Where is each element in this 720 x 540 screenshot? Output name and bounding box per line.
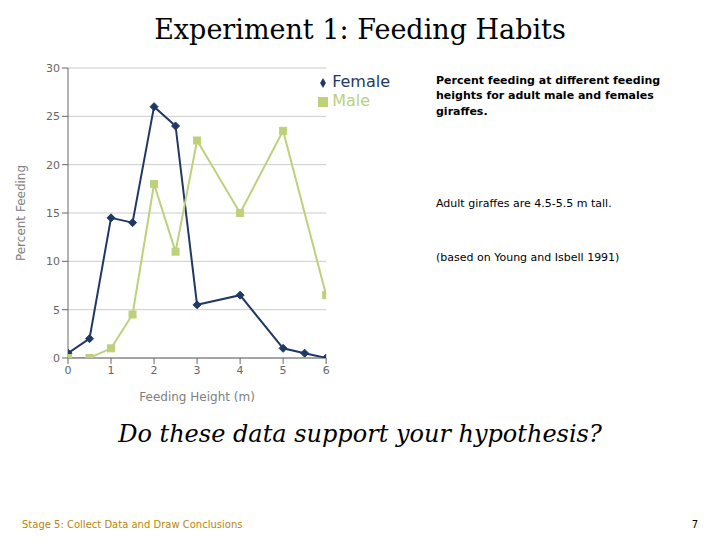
svg-text:2: 2 bbox=[151, 364, 158, 377]
svg-text:5: 5 bbox=[280, 364, 287, 377]
svg-text:10: 10 bbox=[46, 255, 60, 268]
svg-text:5: 5 bbox=[53, 304, 60, 317]
html-text:Female: Female bbox=[332, 72, 390, 91]
html-text:Male: Male bbox=[332, 91, 370, 110]
html-text:Stage 5: Collect Data and Draw: Stage 5: Collect Data and Draw Conclusio… bbox=[22, 519, 243, 530]
html-text:Experiment 1: Feeding Habits: Experiment 1: Feeding Habits bbox=[154, 14, 566, 45]
html-text:Adult giraffes are 4.5-5.5 m t: Adult giraffes are 4.5-5.5 m tall. bbox=[436, 197, 612, 210]
html-text:Do these data support your hyp: Do these data support your hypothesis? bbox=[118, 420, 602, 448]
html-text:(based on Young and Isbell 199: (based on Young and Isbell 1991) bbox=[436, 251, 620, 264]
svg-text:6: 6 bbox=[323, 364, 330, 377]
html-text:7: 7 bbox=[691, 519, 698, 530]
svg-text:Percent Feeding: Percent Feeding bbox=[14, 165, 28, 261]
svg-text:25: 25 bbox=[46, 110, 60, 123]
svg-text:1: 1 bbox=[108, 364, 115, 377]
svg-text:Feeding Height (m): Feeding Height (m) bbox=[139, 390, 255, 404]
svg-text:3: 3 bbox=[194, 364, 201, 377]
svg-text:20: 20 bbox=[46, 159, 60, 172]
svg-text:15: 15 bbox=[46, 207, 60, 220]
svg-text:0: 0 bbox=[53, 352, 60, 365]
html-text:Percent feeding at different f: Percent feeding at different feeding hei… bbox=[436, 74, 661, 118]
svg-text:0: 0 bbox=[65, 364, 72, 377]
svg-text:30: 30 bbox=[46, 62, 60, 75]
svg-text:4: 4 bbox=[237, 364, 244, 377]
